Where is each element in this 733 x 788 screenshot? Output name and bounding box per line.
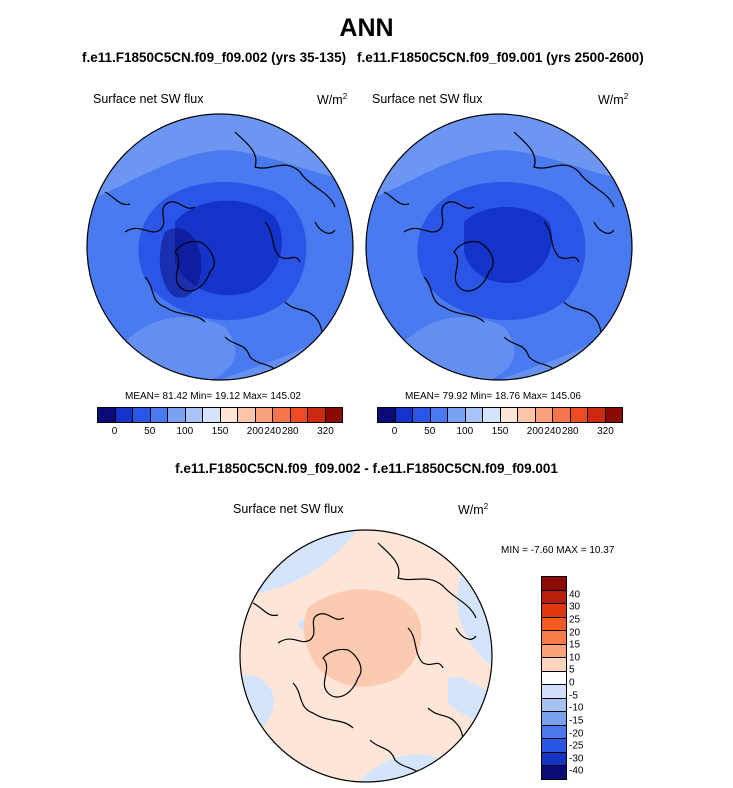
colorbar-tick-label: -20 (569, 728, 584, 740)
left-variable-label: Surface net SW flux (93, 92, 204, 106)
colorbar-swatch (238, 408, 256, 422)
colorbar-swatch (255, 408, 273, 422)
colorbar-swatch (203, 408, 221, 422)
colorbar-tick-label: -30 (569, 753, 584, 765)
colorbar-swatch (553, 408, 571, 422)
colorbar-tick-label: 20 (569, 627, 581, 639)
colorbar-swatch (115, 408, 133, 422)
colorbar-swatch (542, 644, 566, 659)
colorbar-tick-label: -5 (569, 690, 578, 702)
colorbar-tick-label: 15 (569, 639, 581, 651)
left-polar-map (86, 113, 354, 381)
colorbar-swatch (133, 408, 151, 422)
colorbar-swatch (308, 408, 326, 422)
right-polar-map (365, 113, 633, 381)
colorbar-tick-label: 200 (246, 426, 264, 437)
colorbar-swatch (378, 408, 396, 422)
colorbar-swatch (273, 408, 291, 422)
colorbar-tick-label: 100 (176, 426, 194, 437)
colorbar-tick-label: 0 (391, 426, 398, 437)
colorbar-swatch (542, 685, 566, 699)
colorbar-tick-label: 280 (561, 426, 579, 437)
colorbar-swatch (500, 408, 518, 422)
colorbar-tick-label: 240 (264, 426, 282, 437)
colorbar-swatch (448, 408, 466, 422)
colorbar-tick-label: 240 (544, 426, 562, 437)
colorbar-tick-label: 40 (569, 589, 581, 601)
colorbar-tick-label: -40 (569, 765, 584, 777)
right-units-label: W/m2 (598, 92, 629, 107)
diff-colorbar-ticks: 40 30 25 20 15 10 5 0 -5 -10 -15 -20 -25 -30 -40 (569, 576, 609, 778)
colorbar-swatch (588, 408, 606, 422)
left-case-title: f.e11.F1850C5CN.f09_f09.002 (yrs 35-135) (82, 50, 347, 65)
colorbar-tick-label: 150 (211, 426, 229, 437)
left-stats: MEAN= 81.42 Min= 19.12 Max= 145.02 (125, 391, 301, 402)
colorbar-tick-label: 100 (456, 426, 474, 437)
colorbar-swatch (542, 752, 566, 767)
colorbar-swatch (542, 671, 566, 686)
colorbar-tick-label: 0 (111, 426, 118, 437)
colorbar-tick-label: -15 (569, 715, 584, 727)
colorbar-swatch (542, 766, 566, 779)
diff-variable-label: Surface net SW flux (233, 502, 344, 516)
colorbar-tick-label: 320 (597, 426, 614, 437)
colorbar-tick-label: -25 (569, 740, 584, 752)
diff-units-label: W/m2 (458, 502, 489, 517)
colorbar-swatch (570, 408, 588, 422)
colorbar-swatch (98, 408, 116, 422)
colorbar-swatch (535, 408, 553, 422)
colorbar-swatch (542, 739, 566, 753)
left-units-label: W/m2 (317, 92, 348, 107)
left-colorbar: 0 50 100 150 200 240 280 320 (97, 407, 343, 440)
diff-stats: MIN = -7.60 MAX = 10.37 (501, 545, 615, 556)
colorbar-swatch (483, 408, 501, 422)
colorbar-tick-label: 200 (526, 426, 544, 437)
colorbar-swatch (290, 408, 308, 422)
diff-title: f.e11.F1850C5CN.f09_f09.002 - f.e11.F185… (175, 461, 558, 476)
colorbar-swatch (542, 658, 566, 672)
colorbar-tick-label: 280 (281, 426, 299, 437)
colorbar-swatch (542, 590, 566, 605)
colorbar-tick-label: 320 (317, 426, 334, 437)
colorbar-swatch (542, 712, 566, 726)
colorbar-swatch (220, 408, 238, 422)
right-colorbar: 0 50 100 150 200 240 280 320 (377, 407, 623, 440)
colorbar-swatch (542, 604, 566, 618)
right-stats: MEAN= 79.92 Min= 18.76 Max= 145.06 (405, 391, 581, 402)
colorbar-tick-label: 5 (569, 664, 575, 676)
diff-polar-map (239, 529, 493, 783)
diff-colorbar (541, 576, 567, 780)
colorbar-swatch (150, 408, 168, 422)
colorbar-swatch (605, 408, 622, 422)
colorbar-swatch (395, 408, 413, 422)
colorbar-swatch (465, 408, 483, 422)
colorbar-swatch (430, 408, 448, 422)
colorbar-swatch (542, 725, 566, 740)
colorbar-swatch (542, 698, 566, 713)
right-case-title: f.e11.F1850C5CN.f09_f09.001 (yrs 2500-26… (357, 50, 644, 65)
colorbar-swatch (413, 408, 431, 422)
colorbar-tick-label: 10 (569, 652, 581, 664)
colorbar-tick-label: 0 (569, 677, 575, 689)
colorbar-swatch (518, 408, 536, 422)
colorbar-swatch (542, 617, 566, 632)
colorbar-tick-label: 50 (144, 426, 156, 437)
colorbar-tick-label: -10 (569, 702, 584, 714)
colorbar-tick-label: 30 (569, 601, 581, 613)
colorbar-swatch (185, 408, 203, 422)
right-variable-label: Surface net SW flux (372, 92, 483, 106)
colorbar-tick-label: 150 (491, 426, 509, 437)
colorbar-swatch (542, 631, 566, 645)
colorbar-swatch (325, 408, 342, 422)
colorbar-swatch (542, 577, 566, 591)
colorbar-tick-label: 25 (569, 614, 581, 626)
main-title: ANN (339, 14, 394, 42)
colorbar-swatch (168, 408, 186, 422)
colorbar-tick-label: 50 (424, 426, 436, 437)
